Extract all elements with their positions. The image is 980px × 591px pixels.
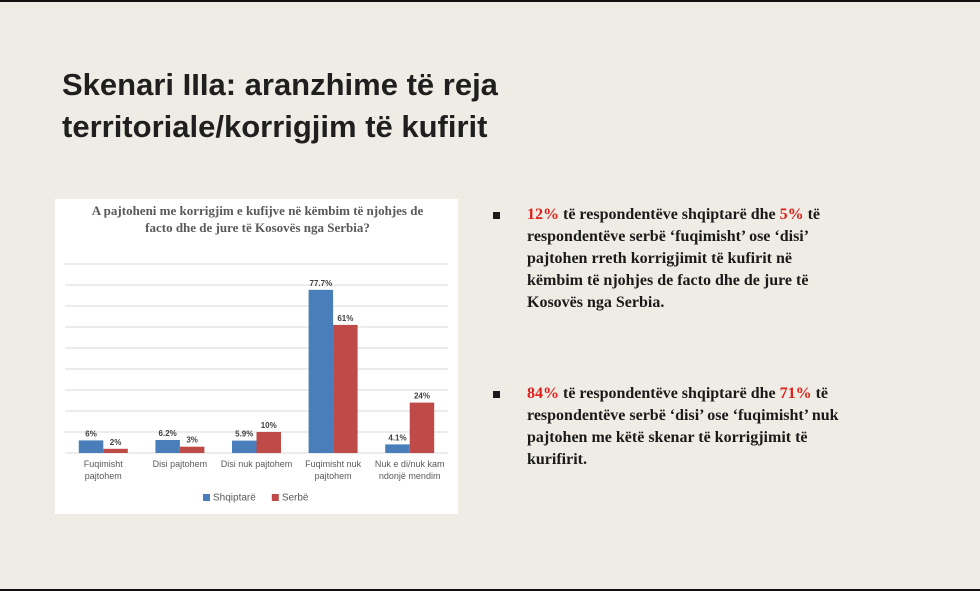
bar <box>78 440 104 453</box>
bar <box>103 448 128 453</box>
legend-label: Serbë <box>282 493 309 504</box>
value-label: 4.1% <box>388 433 406 442</box>
highlight: 5% <box>779 206 804 223</box>
x-tick-label: Fuqimisht pajtohem <box>83 459 123 481</box>
value-label: 5.9% <box>235 430 253 439</box>
x-tick-label: Disi nuk pajtohem <box>220 459 293 469</box>
highlight: 12% <box>527 206 559 223</box>
x-tick-label: Fuqimisht nuk pajtohem <box>305 459 362 481</box>
bar <box>308 289 334 453</box>
bullet: 84% të respondentëve shqiptarë dhe 71% t… <box>490 383 850 471</box>
legend-swatch <box>203 494 210 501</box>
bar <box>179 446 205 453</box>
legend-swatch <box>271 494 279 501</box>
value-label: 24% <box>414 392 430 401</box>
bar <box>333 324 358 453</box>
bullet: 12% të respondentëve shqiptarë dhe 5% të… <box>490 204 850 314</box>
x-tick-label: Disi pajtohem <box>152 459 208 469</box>
value-label: 2% <box>110 438 122 447</box>
bar <box>409 402 435 453</box>
value-label: 61% <box>337 314 353 323</box>
legend-label: Shqiptarë <box>213 493 256 504</box>
value-label: 10% <box>261 421 277 430</box>
bar <box>385 444 410 453</box>
x-tick-label: Nuk e di/nuk kam ndonjë mendim <box>374 459 445 481</box>
bar <box>232 440 257 453</box>
value-label: 6.2% <box>159 429 177 438</box>
highlight: 84% <box>527 385 559 402</box>
value-label: 77.7% <box>310 279 333 288</box>
value-label: 6% <box>85 429 97 438</box>
bullet-text: të respondentëve serbë ‘fuqimisht’ ose ‘… <box>527 206 821 311</box>
bar <box>256 432 281 453</box>
slide-title: Skenari IIIa: aranzhime të reja territor… <box>62 67 498 144</box>
bullet-text: të respondentëve serbë ‘disi’ ose ‘fuqim… <box>527 385 839 468</box>
bullet-text: të respondentëve shqiptarë dhe <box>559 206 780 223</box>
chart-background <box>55 199 458 514</box>
chart-title: A pajtoheni me korrigjim e kufijve në kë… <box>91 203 424 235</box>
bullet-list: 12% të respondentëve shqiptarë dhe 5% të… <box>490 204 850 540</box>
value-label: 3% <box>186 436 198 445</box>
bar <box>155 439 180 453</box>
highlight: 71% <box>779 385 812 402</box>
bullet-text: të respondentëve shqiptarë dhe <box>559 385 780 402</box>
